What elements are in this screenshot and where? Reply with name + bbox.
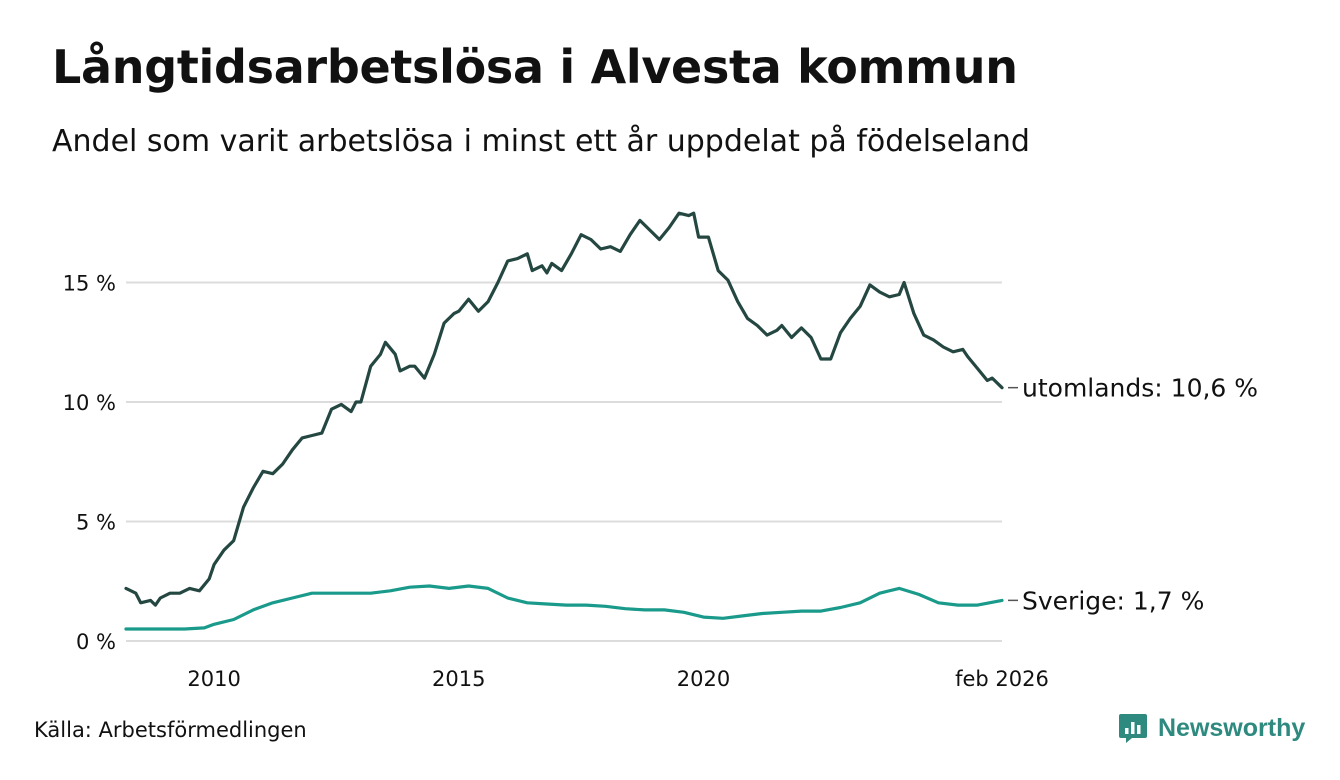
y-tick-label: 5 % [76,511,116,535]
brand-name: Newsworthy [1158,713,1306,742]
y-tick-label: 0 % [76,630,116,654]
x-tick-label: 2010 [187,667,240,691]
x-tick-label: 2020 [677,667,730,691]
brand-logo: Newsworthy [1118,712,1305,744]
source-note: Källa: Arbetsförmedlingen [34,718,307,742]
y-tick-label: 10 % [63,391,116,415]
chart-title: Långtidsarbetslösa i Alvesta kommun [52,40,1018,94]
series-line-utomlands [124,211,1004,607]
series-line-sverige [124,584,1004,631]
newsworthy-logo-icon [1119,714,1147,743]
series-end-label: utomlands: 10,6 % [1022,374,1258,403]
x-tick-label: 2015 [432,667,485,691]
x-tick-label: feb 2026 [955,667,1049,691]
series-end-label: Sverige: 1,7 % [1022,586,1204,615]
chart-subtitle: Andel som varit arbetslösa i minst ett å… [52,124,1030,159]
y-tick-label: 15 % [63,272,116,296]
